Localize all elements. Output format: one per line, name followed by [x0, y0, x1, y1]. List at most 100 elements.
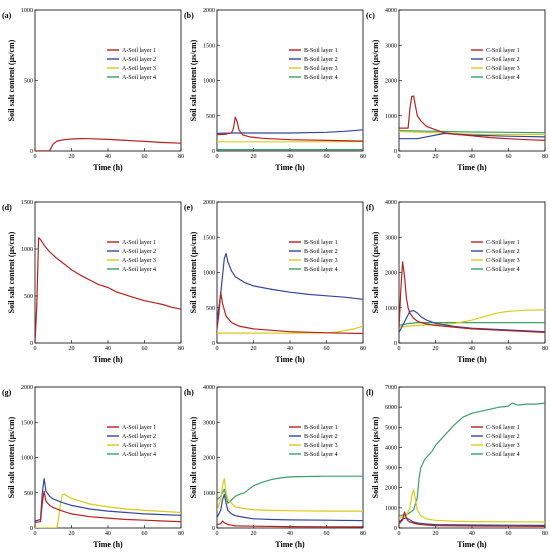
x-tick-label: 0	[398, 346, 401, 352]
legend-label: C-Soil layer 1	[486, 48, 520, 54]
x-tick-label: 20	[69, 531, 75, 537]
series-line-layer-1	[217, 117, 363, 141]
plot-frame	[217, 387, 363, 528]
y-tick-label: 1000	[203, 79, 215, 85]
y-tick-label: 5000	[385, 425, 397, 431]
legend-label: B-Soil layer 4	[304, 452, 338, 458]
y-tick-label: 6000	[385, 405, 397, 411]
y-tick-label: 4000	[203, 385, 215, 391]
x-axis-title: Time (h)	[275, 163, 305, 172]
y-tick-label: 2000	[21, 385, 33, 391]
x-tick-label: 0	[216, 154, 219, 160]
y-tick-label: 0	[30, 341, 33, 347]
y-tick-label: 3000	[385, 43, 397, 49]
series-line-layer-1	[217, 521, 363, 527]
legend-label: B-Soil layer 4	[304, 267, 338, 273]
panel-label: (e)	[184, 203, 193, 212]
y-axis-title: Soil salt content (μs/cm)	[7, 39, 16, 121]
y-tick-label: 500	[206, 114, 215, 120]
plot-frame	[35, 10, 181, 151]
x-tick-label: 60	[506, 154, 512, 160]
y-tick-label: 7000	[385, 385, 397, 391]
legend-label: A-Soil layer 2	[122, 434, 156, 440]
legend-label: B-Soil layer 3	[304, 66, 338, 72]
plot-frame	[399, 202, 545, 343]
legend-label: C-Soil layer 4	[486, 452, 520, 458]
y-tick-label: 0	[212, 526, 215, 532]
x-tick-label: 80	[542, 531, 548, 537]
series-line-layer-1	[35, 238, 181, 343]
legend-label: B-Soil layer 1	[304, 240, 338, 246]
y-tick-label: 1000	[21, 456, 33, 462]
y-tick-label: 2000	[385, 271, 397, 277]
legend-label: C-Soil layer 2	[486, 249, 520, 255]
legend-label: C-Soil layer 2	[486, 57, 520, 63]
series-line-layer-3	[399, 310, 545, 327]
x-tick-label: 80	[360, 346, 366, 352]
y-axis-title: Soil salt content (μs/cm)	[189, 39, 198, 121]
x-axis-title: Time (h)	[457, 355, 487, 364]
x-tick-label: 20	[433, 531, 439, 537]
x-tick-label: 60	[324, 531, 330, 537]
legend-label: B-Soil layer 3	[304, 258, 338, 264]
y-tick-label: 1500	[21, 200, 33, 206]
y-tick-label: 1500	[203, 235, 215, 241]
x-axis-title: Time (h)	[457, 163, 487, 172]
x-tick-label: 40	[469, 154, 475, 160]
legend-label: A-Soil layer 4	[122, 452, 156, 458]
plot-frame	[399, 387, 545, 528]
legend-label: B-Soil layer 2	[304, 434, 338, 440]
legend-label: B-Soil layer 3	[304, 443, 338, 449]
legend-label: A-Soil layer 3	[122, 66, 156, 72]
y-tick-label: 500	[206, 306, 215, 312]
plot-frame	[399, 10, 545, 151]
x-tick-label: 20	[69, 346, 75, 352]
series-line-layer-2	[35, 479, 181, 521]
x-tick-label: 60	[324, 346, 330, 352]
x-tick-label: 80	[542, 346, 548, 352]
y-tick-label: 1000	[21, 8, 33, 14]
legend-label: C-Soil layer 3	[486, 66, 520, 72]
y-tick-label: 2000	[203, 8, 215, 14]
x-axis-title: Time (h)	[275, 540, 305, 549]
series-line-layer-1	[399, 96, 545, 140]
y-tick-label: 0	[30, 149, 33, 155]
y-tick-label: 500	[24, 79, 33, 85]
panel-label: (l)	[366, 388, 374, 397]
legend-label: B-Soil layer 2	[304, 249, 338, 255]
y-tick-label: 4000	[385, 8, 397, 14]
y-tick-label: 1500	[203, 43, 215, 49]
series-line-layer-4	[399, 403, 545, 516]
x-tick-label: 40	[287, 346, 293, 352]
legend-label: C-Soil layer 3	[486, 443, 520, 449]
x-axis-title: Time (h)	[93, 355, 123, 364]
series-line-layer-3	[399, 490, 545, 522]
x-tick-label: 60	[142, 154, 148, 160]
y-tick-label: 2000	[203, 200, 215, 206]
y-tick-label: 500	[24, 294, 33, 300]
y-tick-label: 4000	[385, 200, 397, 206]
y-tick-label: 1000	[203, 491, 215, 497]
x-tick-label: 20	[251, 531, 257, 537]
y-tick-label: 500	[24, 491, 33, 497]
y-tick-label: 3000	[385, 235, 397, 241]
y-tick-label: 0	[30, 526, 33, 532]
y-axis-title: Soil salt content (μs/cm)	[7, 231, 16, 313]
x-tick-label: 20	[433, 154, 439, 160]
panel-label: (h)	[184, 388, 194, 397]
x-tick-label: 0	[216, 346, 219, 352]
x-tick-label: 80	[178, 346, 184, 352]
panel-label: (f)	[366, 203, 374, 212]
legend-label: A-Soil layer 1	[122, 240, 156, 246]
x-tick-label: 0	[398, 531, 401, 537]
y-tick-label: 1000	[385, 506, 397, 512]
legend-label: A-Soil layer 2	[122, 249, 156, 255]
x-tick-label: 20	[251, 346, 257, 352]
x-tick-label: 0	[216, 531, 219, 537]
legend-label: C-Soil layer 4	[486, 75, 520, 81]
x-axis-title: Time (h)	[275, 355, 305, 364]
x-tick-label: 60	[142, 346, 148, 352]
